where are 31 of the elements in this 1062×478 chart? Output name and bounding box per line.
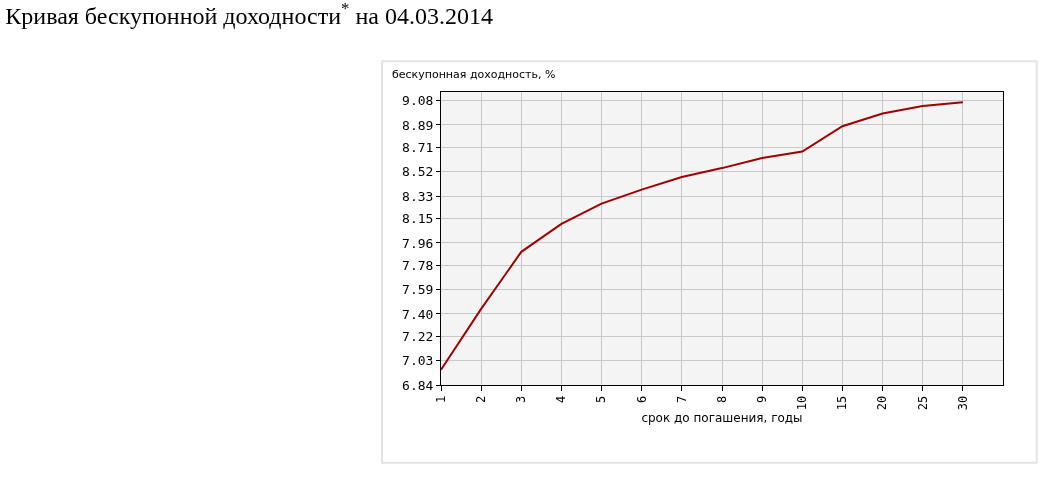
x-tick-label: 30 xyxy=(955,395,970,411)
x-tick-label: 9 xyxy=(755,395,770,404)
chart-title: Кривая бескупонной доходности$^{*}$ на 04.03.2014 xyxy=(5,0,493,29)
line-series xyxy=(441,101,964,371)
x-tick-label: 4 xyxy=(554,395,569,404)
y-tick-label: 7.22 xyxy=(402,329,434,345)
x-tick-label: 8 xyxy=(714,395,729,404)
x-tick-label: 2 xyxy=(474,395,489,404)
x-tick-label: 5 xyxy=(594,395,609,404)
x-tick-label: 1 xyxy=(433,395,448,404)
x-tick-label: 15 xyxy=(835,395,850,411)
y-tick-label: 6.84 xyxy=(402,377,434,393)
y-tick-label: 8.15 xyxy=(402,211,434,227)
y-tick-label: 7.78 xyxy=(402,258,434,274)
y-tick-label: 8.52 xyxy=(402,164,434,180)
y-tick-label: 7.40 xyxy=(402,306,434,322)
x-tick-label: 7 xyxy=(674,395,689,404)
x-tick-label: 3 xyxy=(514,395,529,404)
y-tick-label: 8.33 xyxy=(402,188,434,204)
y-tick-label: 8.71 xyxy=(402,140,434,156)
y-tick-label: 9.08 xyxy=(402,93,434,109)
y-axis-title: бескупонная доходность, % xyxy=(392,68,556,81)
y-tick-label: 8.89 xyxy=(402,117,434,133)
x-tick-label: 6 xyxy=(634,395,649,404)
y-tick-label: 7.59 xyxy=(402,282,434,298)
x-axis-title: срок до погашения, годы xyxy=(641,411,803,426)
y-tick-label: 7.03 xyxy=(402,353,434,369)
x-tick-label: 10 xyxy=(795,395,810,411)
x-tick-label: 20 xyxy=(875,395,890,411)
y-tick-label: 7.96 xyxy=(402,235,434,251)
x-tick-label: 25 xyxy=(915,395,930,411)
